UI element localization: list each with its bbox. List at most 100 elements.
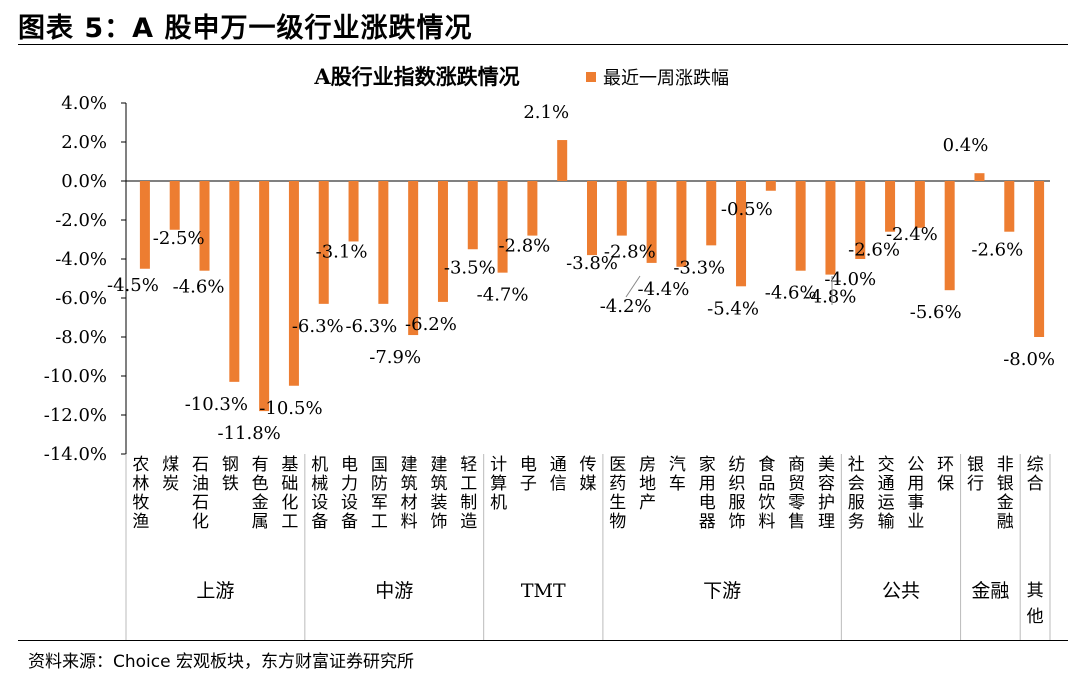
- bar: [914, 181, 925, 228]
- data-label: -7.9%: [369, 347, 421, 368]
- bar: [199, 181, 210, 271]
- data-label: -0.5%: [721, 199, 773, 220]
- x-category-label: 轻工制造: [460, 455, 477, 532]
- bar: [557, 140, 568, 181]
- x-category-label: 建筑材料: [401, 455, 418, 532]
- data-label: -4.0%: [824, 269, 876, 290]
- data-label: -10.5%: [259, 398, 322, 419]
- data-label: 0.4%: [943, 135, 989, 156]
- x-category-label: 农林牧渔: [132, 455, 149, 532]
- x-category-label: 商贸零售: [788, 455, 805, 532]
- y-tick-label: -12.0%: [44, 405, 107, 426]
- bar: [676, 181, 687, 267]
- data-label: -6.2%: [405, 314, 457, 335]
- bar: [825, 181, 836, 275]
- x-category-label: 通信: [550, 455, 567, 494]
- x-category-label: 汽车: [669, 455, 686, 494]
- x-category-label: 电子: [520, 455, 537, 494]
- figure-title: 图表 5：A 股申万一级行业涨跌情况: [18, 13, 473, 44]
- bar: [736, 181, 747, 287]
- x-group-label: 上游: [196, 580, 234, 602]
- data-label: -2.6%: [971, 240, 1023, 261]
- top-rule: [18, 44, 1068, 45]
- x-group-label: 中游: [375, 580, 413, 602]
- bar: [646, 181, 657, 263]
- x-category-label: 银行: [967, 455, 984, 494]
- bar: [229, 181, 240, 382]
- x-category-label: 公用事业: [907, 455, 924, 532]
- x-category-label: 建筑装饰: [430, 455, 447, 532]
- x-category-label: 食品饮料: [758, 455, 775, 532]
- legend-label: 最近一周涨跌幅: [603, 68, 729, 89]
- x-category-label: 机械设备: [311, 455, 328, 532]
- bottom-rule: [18, 640, 1068, 641]
- data-label: -2.6%: [848, 240, 900, 261]
- bar: [437, 181, 448, 302]
- bar: [348, 181, 359, 242]
- x-category-label: 煤炭: [162, 455, 179, 494]
- x-category-label: 社会服务: [848, 455, 865, 532]
- x-category-label: 石油石化: [192, 455, 209, 532]
- x-group-label: TMT: [521, 580, 566, 602]
- data-label: -4.6%: [173, 277, 225, 298]
- x-category-label: 交通运输: [878, 455, 895, 532]
- legend-swatch: [586, 72, 596, 82]
- x-group-label: 公共: [882, 580, 920, 602]
- y-tick-label: 4.0%: [61, 93, 107, 114]
- x-category-label: 家用电器: [699, 455, 716, 532]
- data-label: -3.3%: [673, 257, 725, 278]
- x-category-label: 国防军工: [371, 455, 388, 532]
- x-category-label: 纺织服饰: [729, 455, 746, 532]
- data-label: -4.7%: [477, 285, 529, 306]
- x-group-label: 其他: [1027, 581, 1044, 627]
- data-label: -2.5%: [153, 228, 205, 249]
- data-label: -6.3%: [345, 316, 397, 337]
- data-label: -2.8%: [498, 236, 550, 257]
- bar: [765, 181, 776, 191]
- y-tick-label: 2.0%: [61, 132, 107, 153]
- x-category-label: 非银金融: [997, 455, 1014, 532]
- x-category-label: 计算机: [490, 455, 507, 513]
- bar: [139, 181, 150, 269]
- bar: [1034, 181, 1045, 337]
- data-label: -3.1%: [316, 241, 368, 262]
- x-category-label: 房地产: [639, 455, 656, 513]
- data-label: -10.3%: [185, 394, 248, 415]
- x-category-label: 有色金属: [252, 455, 269, 532]
- data-label: -2.8%: [604, 242, 656, 263]
- x-category-label: 综合: [1027, 455, 1044, 494]
- data-label: -11.8%: [217, 423, 280, 444]
- y-tick-label: -4.0%: [55, 249, 107, 270]
- x-group-label: 下游: [703, 580, 741, 602]
- data-label: -3.5%: [444, 257, 496, 278]
- x-group-label: 金融: [971, 580, 1009, 602]
- y-tick-label: -14.0%: [44, 444, 107, 465]
- leader-line: [625, 275, 641, 298]
- y-tick-label: -6.0%: [55, 288, 107, 309]
- source-note: 资料来源：Choice 宏观板块，东方财富证券研究所: [28, 652, 414, 672]
- data-label: -4.4%: [638, 279, 690, 300]
- bar: [467, 181, 478, 250]
- x-category-label: 基础化工: [281, 455, 298, 532]
- x-category-label: 电力设备: [341, 455, 358, 532]
- y-tick-label: 0.0%: [61, 171, 107, 192]
- data-label: -4.5%: [107, 275, 159, 296]
- y-tick-label: -8.0%: [55, 327, 107, 348]
- data-label: 2.1%: [523, 102, 569, 123]
- bar: [944, 181, 955, 291]
- bar: [169, 181, 180, 230]
- bar: [527, 181, 538, 236]
- bar: [378, 181, 389, 304]
- bar: [795, 181, 806, 271]
- x-category-label: 钢铁: [222, 455, 239, 494]
- data-label: -5.6%: [910, 302, 962, 323]
- bar: [885, 181, 896, 232]
- bar: [974, 173, 985, 181]
- bar: [259, 181, 270, 412]
- bar: [408, 181, 419, 336]
- bar: [616, 181, 627, 236]
- bar: [497, 181, 508, 273]
- x-category-label: 医药生物: [609, 455, 626, 532]
- data-label: -4.6%: [765, 283, 817, 304]
- bar: [288, 181, 299, 386]
